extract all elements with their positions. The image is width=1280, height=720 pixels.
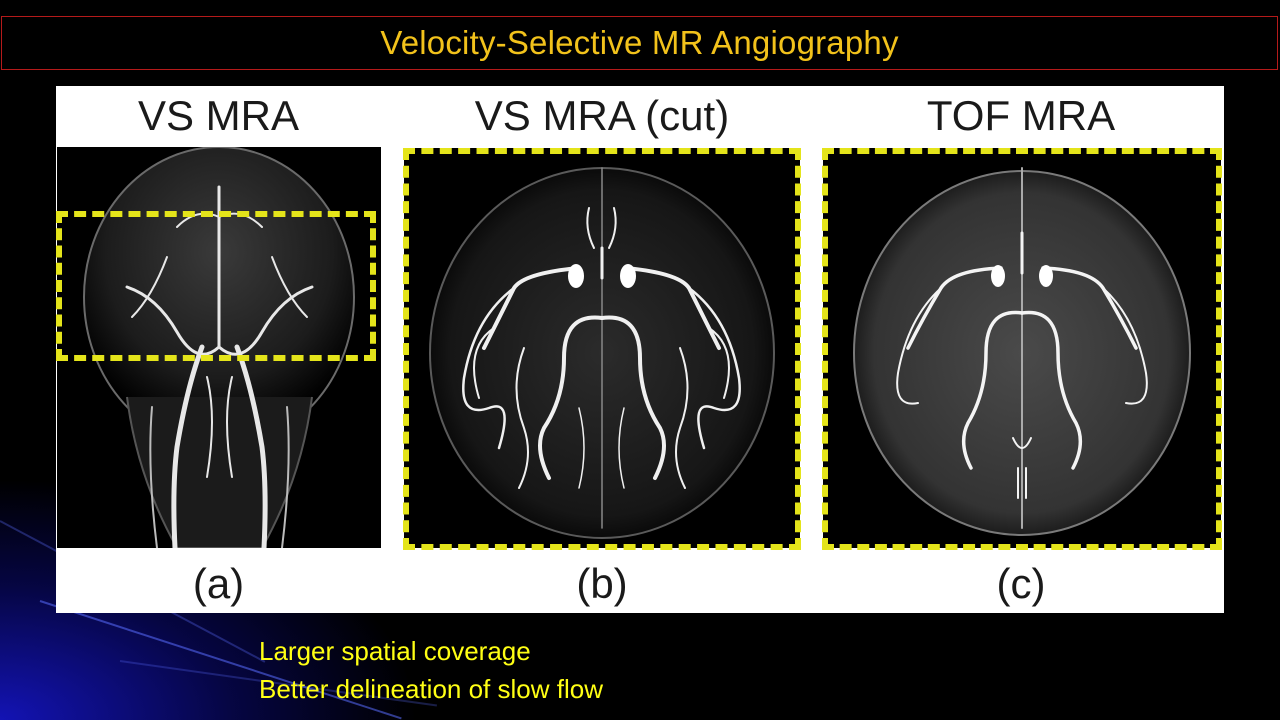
bullet-item: Better delineation of slow flow <box>259 674 603 704</box>
panel-c-heading: TOF MRA <box>926 92 1116 139</box>
panel-c-label: (c) <box>996 560 1046 607</box>
panel-a-heading: VS MRA <box>137 92 300 139</box>
bullet-list: Larger spatial coverage Better delineati… <box>259 632 603 708</box>
panel-b-label: (b) <box>576 560 628 607</box>
panel-b-image <box>404 148 800 548</box>
panel-c-image <box>823 148 1221 548</box>
panel-b-heading: VS MRA (cut) <box>474 92 730 139</box>
mra-figure: VS MRA <box>56 86 1224 613</box>
panel-a-image <box>57 147 381 548</box>
panel-a-label: (a) <box>192 560 245 607</box>
bullet-item: Larger spatial coverage <box>259 636 531 666</box>
title-bar: Velocity-Selective MR Angiography <box>1 16 1278 70</box>
slide-title: Velocity-Selective MR Angiography <box>380 24 899 61</box>
